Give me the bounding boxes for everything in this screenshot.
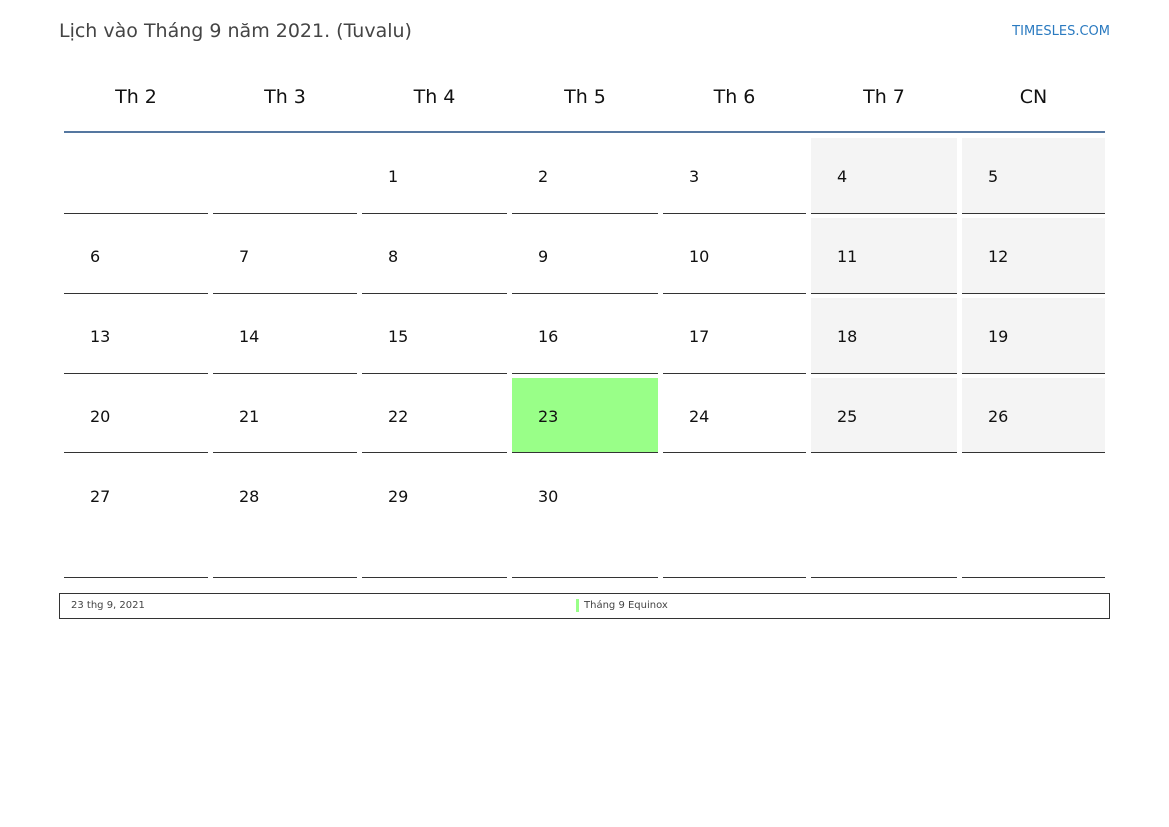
weekday-header: Th 5 (564, 86, 606, 108)
day-number: 14 (239, 327, 260, 346)
day-number: 6 (90, 247, 101, 266)
day-cell[interactable]: 7 (213, 218, 357, 294)
day-number: 9 (538, 247, 549, 266)
day-cell[interactable]: 17 (663, 298, 806, 374)
empty-cell (663, 458, 806, 578)
day-cell[interactable]: 4 (811, 138, 957, 214)
empty-cell (213, 138, 357, 214)
day-number: 20 (90, 407, 111, 426)
day-cell[interactable]: 29 (362, 458, 507, 578)
day-number: 17 (689, 327, 710, 346)
day-cell[interactable]: 11 (811, 218, 957, 294)
day-cell[interactable]: 20 (64, 378, 208, 453)
day-number: 5 (988, 167, 999, 186)
day-cell[interactable]: 5 (962, 138, 1105, 214)
page-title: Lịch vào Tháng 9 năm 2021. (Tuvalu) (59, 20, 412, 42)
legend: 23 thg 9, 2021 Tháng 9 Equinox (59, 593, 1110, 619)
weekday-header: Th 7 (863, 86, 905, 108)
day-number: 19 (988, 327, 1009, 346)
day-cell[interactable]: 2 (512, 138, 658, 214)
day-number: 25 (837, 407, 858, 426)
day-cell[interactable]: 26 (962, 378, 1105, 453)
day-cell[interactable]: 30 (512, 458, 658, 578)
empty-cell (811, 458, 957, 578)
day-cell[interactable]: 27 (64, 458, 208, 578)
day-cell[interactable]: 25 (811, 378, 957, 453)
day-number: 4 (837, 167, 848, 186)
legend-date: 23 thg 9, 2021 (71, 600, 145, 611)
day-number: 13 (90, 327, 111, 346)
day-cell[interactable]: 14 (213, 298, 357, 374)
day-cell[interactable]: 9 (512, 218, 658, 294)
day-number: 11 (837, 247, 858, 266)
day-cell[interactable]: 6 (64, 218, 208, 294)
day-cell[interactable]: 23 (512, 378, 658, 453)
day-number: 26 (988, 407, 1009, 426)
day-cell[interactable]: 22 (362, 378, 507, 453)
day-number: 21 (239, 407, 260, 426)
day-number: 10 (689, 247, 710, 266)
day-cell[interactable]: 12 (962, 218, 1105, 294)
day-number: 30 (538, 487, 559, 506)
day-cell[interactable]: 10 (663, 218, 806, 294)
weekday-header: Th 3 (264, 86, 306, 108)
day-number: 7 (239, 247, 250, 266)
day-cell[interactable]: 16 (512, 298, 658, 374)
day-cell[interactable]: 19 (962, 298, 1105, 374)
day-cell[interactable]: 24 (663, 378, 806, 453)
day-number: 22 (388, 407, 409, 426)
day-number: 29 (388, 487, 409, 506)
day-cell[interactable]: 28 (213, 458, 357, 578)
day-number: 3 (689, 167, 700, 186)
day-cell[interactable]: 3 (663, 138, 806, 214)
header-divider (64, 131, 1105, 133)
day-number: 1 (388, 167, 399, 186)
legend-color-marker (576, 599, 579, 612)
day-number: 8 (388, 247, 399, 266)
day-number: 23 (538, 407, 559, 426)
empty-cell (64, 138, 208, 214)
day-cell[interactable]: 21 (213, 378, 357, 453)
day-number: 27 (90, 487, 111, 506)
day-number: 12 (988, 247, 1009, 266)
brand-link[interactable]: TIMESLES.COM (1012, 24, 1110, 39)
weekday-header: Th 6 (713, 86, 756, 108)
day-number: 15 (388, 327, 409, 346)
empty-cell (962, 458, 1105, 578)
day-number: 24 (689, 407, 710, 426)
day-number: 2 (538, 167, 549, 186)
day-number: 28 (239, 487, 260, 506)
day-number: 18 (837, 327, 858, 346)
day-cell[interactable]: 1 (362, 138, 507, 214)
weekday-header: CN (1019, 86, 1048, 108)
day-cell[interactable]: 13 (64, 298, 208, 374)
day-number: 16 (538, 327, 559, 346)
weekday-header: Th 2 (115, 86, 157, 108)
day-cell[interactable]: 15 (362, 298, 507, 374)
weekday-header: Th 4 (413, 86, 456, 108)
day-cell[interactable]: 18 (811, 298, 957, 374)
day-cell[interactable]: 8 (362, 218, 507, 294)
legend-event: Tháng 9 Equinox (584, 600, 668, 611)
